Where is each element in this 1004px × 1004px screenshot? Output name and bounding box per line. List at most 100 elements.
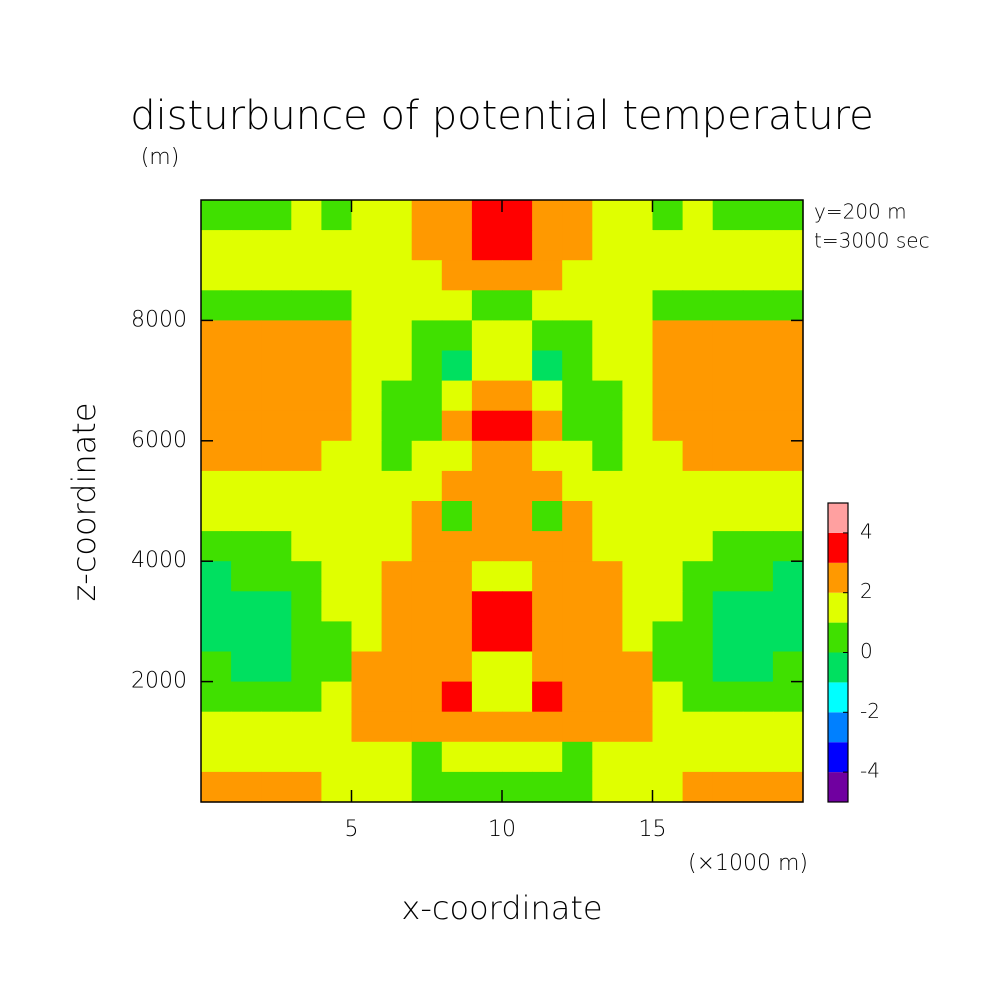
field-cell (291, 470, 322, 502)
field-cell (381, 410, 413, 442)
field-cell (261, 741, 292, 773)
field-cell (622, 470, 654, 502)
field-cell (201, 531, 232, 562)
field-cell (321, 470, 353, 502)
field-cell (502, 531, 533, 562)
field-cell (441, 681, 473, 713)
field-cell (772, 651, 804, 683)
field-cell (411, 440, 443, 472)
field-cell (712, 501, 744, 532)
field-cell (351, 290, 383, 321)
field-cell (411, 230, 443, 261)
field-cell (351, 741, 383, 773)
field-cell (682, 561, 714, 592)
field-cell (502, 440, 533, 472)
field-cell (261, 681, 292, 713)
field-cell (231, 470, 262, 502)
field-cell (652, 350, 684, 382)
field-cell (622, 380, 654, 412)
field-cell (471, 711, 503, 743)
field-cell (201, 591, 232, 622)
field-cell (562, 771, 593, 803)
field-cell (592, 771, 623, 803)
field-cell (592, 200, 623, 231)
field-cell (562, 290, 593, 321)
field-cell (381, 681, 413, 713)
field-cell (291, 591, 322, 622)
field-cell (622, 591, 654, 622)
field-cell (682, 380, 714, 412)
field-cell (742, 681, 774, 713)
field-cell (772, 561, 804, 592)
field-cell (441, 200, 473, 231)
field-cell (261, 320, 292, 352)
field-cell (441, 531, 473, 562)
field-cell (592, 681, 623, 713)
colorbar-swatch (828, 562, 848, 593)
field-cell (471, 741, 503, 773)
field-cell (532, 200, 563, 231)
y-unit: (m) (141, 145, 180, 170)
field-cell (441, 651, 473, 683)
field-cell (231, 651, 262, 683)
field-cell (411, 711, 443, 743)
field-cell (532, 260, 563, 291)
field-cell (201, 561, 232, 592)
field-cell (622, 711, 654, 743)
field-cell (471, 410, 503, 442)
field-cell (772, 681, 804, 713)
field-cell (532, 501, 563, 532)
field-cell (231, 410, 262, 442)
field-cell (532, 320, 563, 352)
field-cell (231, 350, 262, 382)
field-cell (562, 440, 593, 472)
field-cell (682, 591, 714, 622)
colorbar-swatch (828, 742, 848, 773)
field-cell (742, 350, 774, 382)
field-cell (231, 320, 262, 352)
field-cell (201, 290, 232, 321)
field-cell (291, 741, 322, 773)
field-cell (562, 561, 593, 592)
field-cell (261, 561, 292, 592)
field-cell (742, 230, 774, 261)
field-cell (712, 771, 744, 803)
field-cell (201, 771, 232, 803)
field-cell (532, 591, 563, 622)
field-cell (562, 470, 593, 502)
x-axis-label: x-coordinate (401, 889, 602, 927)
field-cell (532, 470, 563, 502)
colorbar-label: 0 (860, 639, 873, 663)
field-cell (502, 380, 533, 412)
colorbar-swatch (828, 622, 848, 653)
field-cell (532, 741, 563, 773)
field-cell (682, 501, 714, 532)
field-cell (411, 380, 443, 412)
chart-title: disturbunce of potential temperature (130, 93, 874, 139)
field-cell (321, 771, 353, 803)
field-cell (592, 711, 623, 743)
field-cell (201, 711, 232, 743)
field-cell (291, 711, 322, 743)
field-cell (381, 771, 413, 803)
field-cell (772, 591, 804, 622)
colorbar-swatch (828, 682, 848, 713)
field-cell (321, 200, 353, 231)
field-cell (321, 260, 353, 291)
field-cell (471, 290, 503, 321)
field-cell (652, 711, 684, 743)
x-unit: (×1000 m) (688, 851, 808, 876)
field-cell (411, 681, 443, 713)
field-cell (592, 410, 623, 442)
field-cell (622, 501, 654, 532)
field-cell (532, 350, 563, 382)
field-cell (652, 230, 684, 261)
field-cell (471, 681, 503, 713)
colorbar-label: 2 (860, 579, 873, 603)
field-cell (321, 531, 353, 562)
colorbar-swatch (828, 592, 848, 623)
field-cell (351, 501, 383, 532)
field-cell (351, 771, 383, 803)
field-cell (622, 320, 654, 352)
field-cell (351, 440, 383, 472)
